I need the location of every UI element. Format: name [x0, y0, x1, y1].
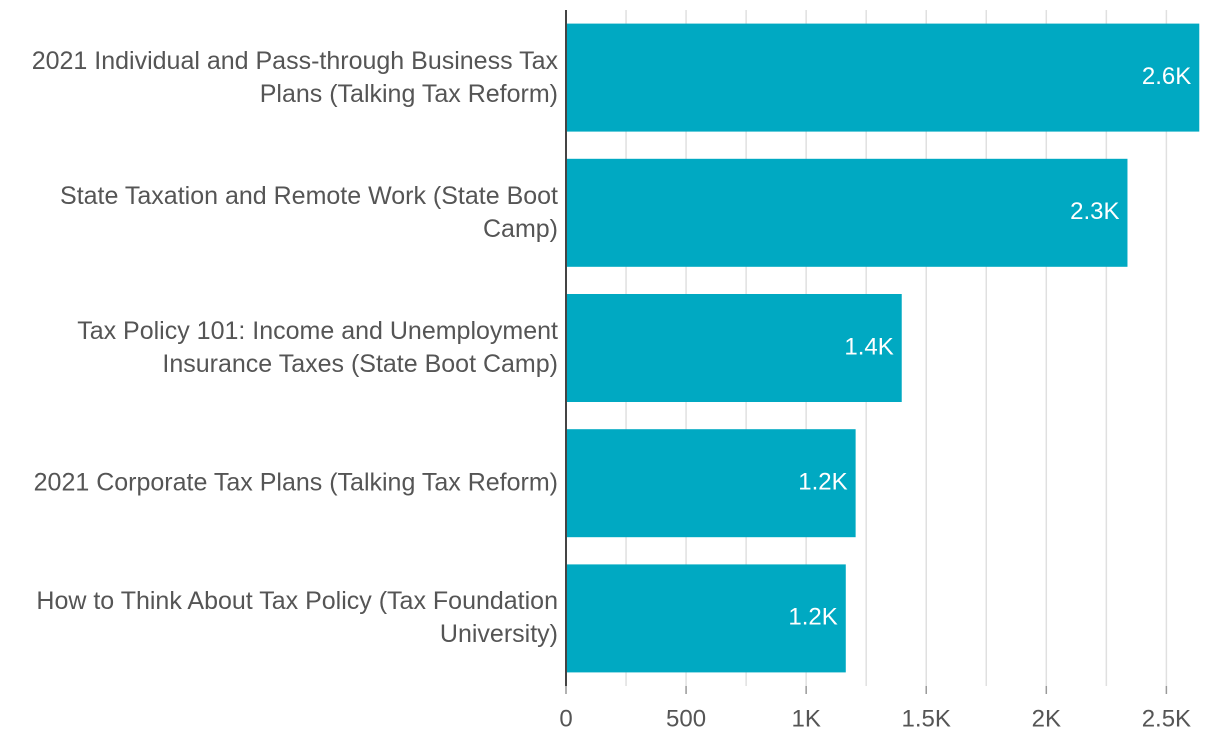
data-label: 1.2K	[798, 469, 847, 496]
bar	[566, 429, 856, 538]
x-tick-label: 0	[559, 705, 572, 732]
x-tick-label: 500	[666, 705, 706, 732]
x-tick-label: 2.5K	[1142, 705, 1191, 732]
y-tick-label: 2021 Individual and Pass-through Busines…	[31, 46, 558, 108]
bar	[566, 23, 1200, 132]
data-label: 1.4K	[844, 333, 893, 360]
x-tick-label: 2K	[1032, 705, 1061, 732]
bar	[566, 294, 902, 402]
x-tick-label: 1K	[791, 705, 820, 732]
x-tick-label: 1.5K	[902, 705, 951, 732]
bar	[566, 158, 1128, 267]
data-label: 2.3K	[1070, 198, 1119, 225]
data-label: 1.2K	[788, 604, 837, 631]
data-label: 2.6K	[1142, 63, 1191, 90]
y-tick-label: How to Think About Tax Policy (Tax Found…	[36, 587, 558, 649]
bar	[566, 564, 846, 673]
y-tick-label: 2021 Corporate Tax Plans (Talking Tax Re…	[33, 468, 558, 497]
y-tick-label: State Taxation and Remote Work (State Bo…	[60, 181, 558, 243]
y-tick-label: Tax Policy 101: Income and Unemployment …	[77, 317, 558, 378]
